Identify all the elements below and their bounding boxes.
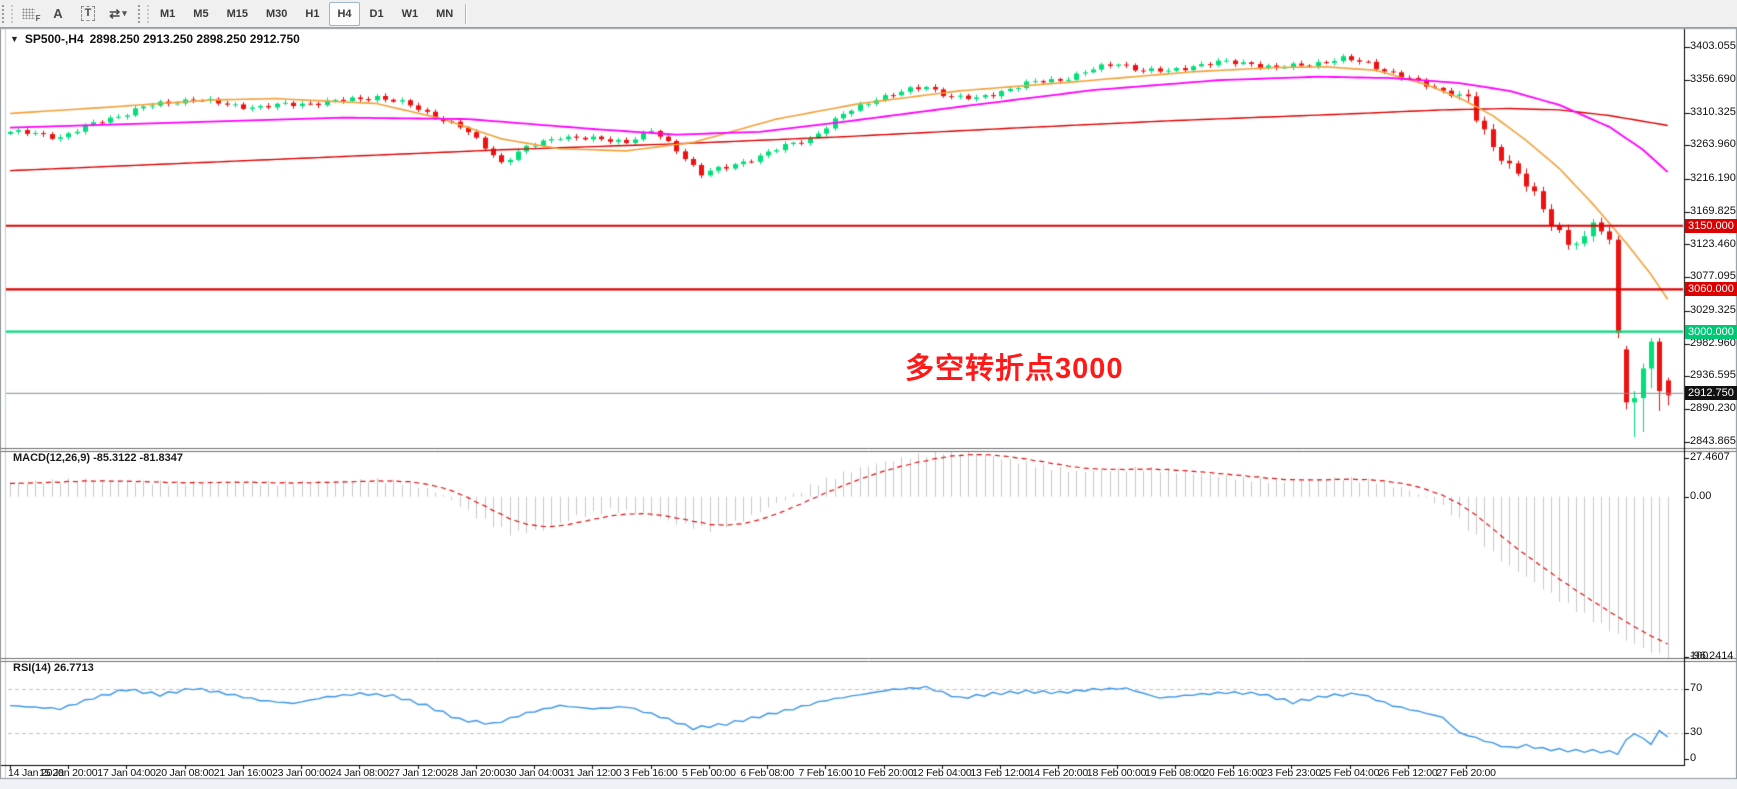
grid-f-badge: F — [35, 14, 41, 23]
price-axis-label: 3310.325 — [1690, 105, 1736, 118]
symbol-name: SP500-,H4 — [24, 32, 84, 46]
dropdown-caret-icon[interactable]: ▾ — [122, 8, 127, 18]
price-tag-3060.000: 3060.000 — [1685, 282, 1737, 297]
toolbar-icon-group: F A T ⇄ ▾ — [16, 3, 130, 25]
time-axis-label: 31 Jan 12:00 — [563, 767, 622, 779]
price-axis-label: 2982.960 — [1690, 336, 1736, 349]
toolbar-grip[interactable] — [2, 4, 13, 23]
font-icon-glyph: A — [53, 6, 63, 21]
time-axis-label: 25 Feb 04:00 — [1319, 767, 1380, 779]
cycle-symbols-icon-glyph: ⇄ — [109, 5, 121, 21]
time-axis-label: 12 Feb 04:00 — [912, 767, 972, 779]
time-axis-label: 10 Feb 20:00 — [853, 767, 914, 779]
annotation-text[interactable]: 多空转折点3000 — [905, 353, 1124, 385]
macd-scale-label: -96.2414 — [1690, 650, 1734, 662]
time-axis-label: 17 Jan 04:00 — [97, 767, 156, 779]
time-axis-label: 27 Feb 20:00 — [1436, 767, 1496, 779]
time-axis-label: 20 Jan 08:00 — [155, 767, 215, 779]
price-tag-2912.750: 2912.750 — [1685, 386, 1737, 401]
time-axis-label: 7 Feb 16:00 — [798, 767, 853, 779]
top-toolbar: F A T ⇄ ▾ M1 M5 M15 M30 H1 H4 D1 W1 MN — [0, 0, 1737, 28]
time-axis-label: 30 Jan 04:00 — [504, 767, 564, 779]
time-axis-label: 14 Feb 20:00 — [1028, 767, 1089, 779]
price-axis-label: 3169.825 — [1690, 204, 1736, 217]
time-axis-label: 23 Jan 00:00 — [272, 767, 331, 779]
time-axis-label: 18 Feb 00:00 — [1086, 767, 1147, 779]
symbol-dropdown-icon[interactable]: ▼ — [10, 34, 19, 44]
price-axis-label: 2890.230 — [1690, 402, 1736, 415]
timeframe-button-w1[interactable]: W1 — [401, 7, 419, 20]
macd-scale-label: 27.4607 — [1690, 451, 1730, 463]
time-axis-label: 21 Jan 16:00 — [213, 767, 273, 779]
symbol-title[interactable]: ▼ SP500-,H4 2898.250 2913.250 2898.250 2… — [10, 32, 300, 46]
time-axis-label: 15 Jan 20:00 — [39, 767, 98, 779]
price-axis-label: 3216.190 — [1690, 171, 1736, 184]
time-axis-label: 26 Feb 12:00 — [1378, 767, 1438, 779]
rsi-scale-label: 100 — [1690, 650, 1709, 662]
time-axis-label: 28 Jan 20:00 — [446, 767, 506, 779]
font-icon[interactable]: A — [46, 3, 70, 25]
rsi-scale-label: 30 — [1690, 725, 1703, 738]
price-axis-label: 3403.055 — [1690, 40, 1736, 52]
rsi-scale-label: 0 — [1690, 752, 1697, 764]
toolbar-grip-2[interactable] — [138, 4, 149, 23]
rsi-indicator-label: RSI(14) 26.7713 — [13, 662, 94, 674]
text-tool-glyph: T — [80, 6, 96, 21]
price-axis-label: 3123.460 — [1690, 237, 1736, 250]
time-axis-label: 19 Feb 08:00 — [1145, 767, 1205, 779]
price-tag-3150.000: 3150.000 — [1685, 218, 1737, 233]
time-axis-label: 23 Feb 23:00 — [1261, 767, 1322, 779]
time-axis-label: 3 Feb 16:00 — [623, 767, 678, 779]
timeframe-button-h1[interactable]: H1 — [305, 7, 320, 20]
time-axis-label: 5 Feb 00:00 — [681, 767, 736, 779]
macd-indicator-label: MACD(12,26,9) -85.3122 -81.8347 — [13, 452, 183, 464]
time-axis-label: 6 Feb 08:00 — [740, 767, 795, 779]
timeframe-group: M1 M5 M15 M30 H1 H4 D1 W1 MN — [152, 1, 461, 26]
timeframe-button-m15[interactable]: M15 — [226, 7, 248, 20]
rsi-scale-label: 70 — [1690, 682, 1703, 695]
time-axis-label: 13 Feb 12:00 — [970, 767, 1030, 779]
price-axis-label: 2843.865 — [1690, 435, 1736, 447]
time-axis-label: 14 Jan 2020 — [8, 767, 64, 779]
grid-dots-glyph: F — [21, 8, 41, 23]
time-axis-label: 20 Feb 16:00 — [1203, 767, 1263, 779]
price-axis-label: 2936.595 — [1690, 369, 1736, 382]
price-axis-label: 3356.690 — [1690, 72, 1736, 85]
timeframe-button-m1[interactable]: M1 — [160, 7, 176, 20]
timeframe-button-m30[interactable]: M30 — [265, 7, 288, 20]
macd-scale-label: 0.00 — [1690, 489, 1712, 502]
price-axis-label: 3077.095 — [1690, 270, 1736, 283]
timeframe-button-d1[interactable]: D1 — [369, 7, 384, 20]
toolbar-separator — [465, 3, 467, 24]
timeframe-button-mn[interactable]: MN — [436, 7, 454, 20]
ohlc-readout: 2898.250 2913.250 2898.250 2912.750 — [89, 32, 300, 46]
templates-grid-icon[interactable]: F — [16, 3, 41, 25]
time-axis-label: 27 Jan 12:00 — [388, 767, 448, 779]
timeframe-button-h4[interactable]: H4 — [329, 1, 360, 26]
cycle-symbols-icon[interactable]: ⇄ ▾ — [106, 3, 130, 25]
timeframe-button-m5[interactable]: M5 — [193, 7, 209, 20]
price-tag-3000.000: 3000.000 — [1685, 324, 1737, 339]
time-axis-label: 24 Jan 08:00 — [330, 767, 389, 779]
price-axis-label: 3029.325 — [1690, 303, 1736, 316]
price-axis-label: 3263.960 — [1690, 138, 1736, 151]
text-tool-icon[interactable]: T — [76, 3, 100, 25]
